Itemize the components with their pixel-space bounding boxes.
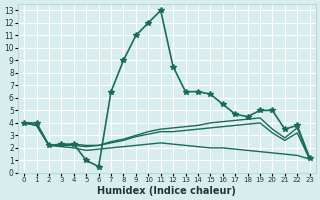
X-axis label: Humidex (Indice chaleur): Humidex (Indice chaleur) <box>98 186 236 196</box>
